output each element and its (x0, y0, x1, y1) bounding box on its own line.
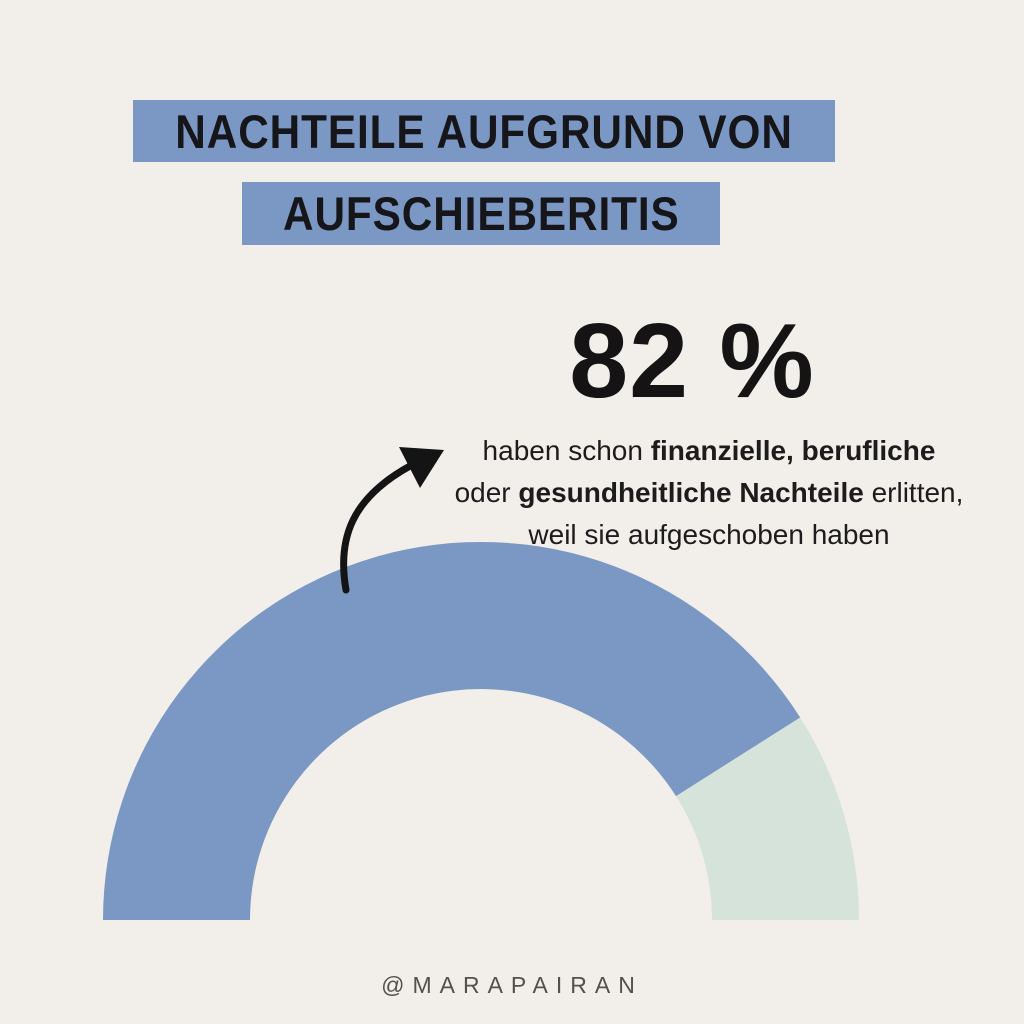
title-bar-line1: NACHTEILE AUFGRUND VON (133, 100, 835, 162)
stat-description-line1: haben schon finanzielle, berufliche (399, 430, 1019, 472)
annotation-arrow-head-icon (399, 447, 444, 488)
stat-description: haben schon finanzielle, berufliche oder… (399, 430, 1019, 556)
gauge-segment-filled (103, 541, 801, 920)
desc-bold-segment: finanzielle, (650, 435, 794, 466)
title-line1-text: NACHTEILE AUFGRUND VON (175, 104, 793, 158)
stat-description-line2: oder gesundheitliche Nachteile erlitten, (399, 472, 1019, 514)
desc-bold-segment: gesundheitliche Nachteile (518, 477, 864, 508)
desc-regular-segment: oder (454, 477, 519, 508)
stat-percentage: 82 % (569, 302, 815, 420)
desc-regular-segment: weil sie aufgeschoben haben (528, 519, 890, 550)
title-bar-line2: AUFSCHIEBERITIS (242, 182, 720, 245)
desc-regular-segment: haben schon (482, 435, 651, 466)
title-line2-text: AUFSCHIEBERITIS (282, 187, 680, 240)
desc-regular-segment: erlitten, (863, 477, 964, 508)
stat-description-line3: weil sie aufgeschoben haben (399, 514, 1019, 556)
gauge-segment-remainder (676, 717, 860, 920)
annotation-arrow-curve (340, 462, 414, 594)
footer-handle: @MARAPAIRAN (381, 972, 643, 998)
desc-bold-segment: berufliche (801, 435, 936, 466)
